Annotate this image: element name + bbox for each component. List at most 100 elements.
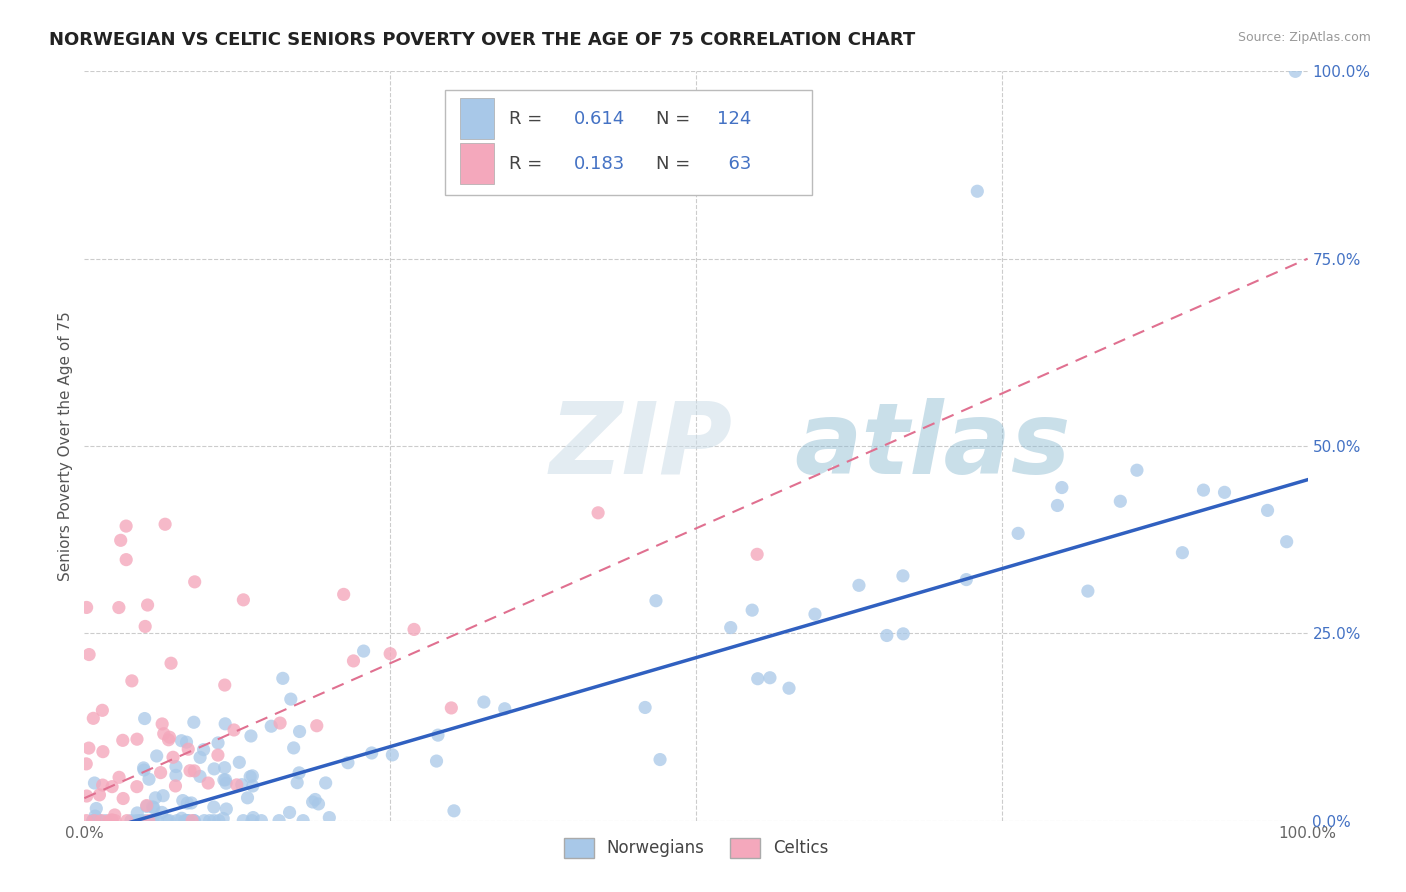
Point bbox=[1126, 463, 1149, 477]
Point bbox=[172, 794, 194, 808]
Point bbox=[77, 648, 100, 662]
Point bbox=[288, 765, 311, 780]
Y-axis label: Seniors Poverty Over the Age of 75: Seniors Poverty Over the Age of 75 bbox=[58, 311, 73, 581]
Point bbox=[212, 772, 235, 787]
Point bbox=[215, 802, 238, 816]
Text: 0.614: 0.614 bbox=[574, 110, 624, 128]
Point bbox=[381, 747, 404, 762]
Point bbox=[162, 750, 184, 764]
Point bbox=[269, 716, 291, 731]
Point bbox=[183, 764, 205, 778]
Point bbox=[134, 814, 156, 828]
Point bbox=[91, 745, 114, 759]
Text: 63: 63 bbox=[717, 154, 751, 172]
Point bbox=[150, 717, 173, 731]
Point bbox=[260, 719, 283, 733]
Point bbox=[240, 769, 263, 783]
Point bbox=[648, 753, 671, 767]
Point bbox=[150, 805, 173, 820]
Point bbox=[212, 812, 235, 826]
Point bbox=[425, 754, 447, 768]
Point bbox=[90, 814, 112, 828]
Point bbox=[231, 778, 253, 792]
Point bbox=[1192, 483, 1215, 497]
Point bbox=[165, 759, 187, 773]
Point bbox=[165, 779, 187, 793]
Point bbox=[84, 801, 107, 815]
Point bbox=[82, 711, 104, 725]
Point bbox=[1257, 503, 1279, 517]
Point bbox=[586, 506, 609, 520]
Text: ZIP: ZIP bbox=[550, 398, 733, 494]
Point bbox=[214, 716, 236, 731]
Point bbox=[891, 627, 914, 641]
Point bbox=[228, 756, 250, 770]
Point bbox=[232, 814, 254, 828]
Point bbox=[104, 808, 127, 822]
Point bbox=[285, 775, 308, 789]
Point bbox=[1171, 546, 1194, 560]
Point bbox=[176, 735, 198, 749]
Point bbox=[271, 671, 294, 685]
Point bbox=[747, 672, 769, 686]
Point bbox=[214, 678, 236, 692]
Point bbox=[876, 628, 898, 642]
Point bbox=[179, 764, 201, 778]
Point bbox=[111, 733, 134, 747]
Point bbox=[202, 762, 225, 776]
Point bbox=[645, 593, 668, 607]
Point bbox=[138, 814, 160, 828]
Point bbox=[188, 750, 211, 764]
Point bbox=[193, 814, 215, 828]
Point bbox=[239, 770, 262, 784]
Point bbox=[142, 800, 165, 814]
Point bbox=[183, 814, 205, 828]
Point bbox=[1284, 64, 1306, 78]
Point bbox=[149, 765, 172, 780]
Point bbox=[125, 780, 148, 794]
Point bbox=[91, 778, 114, 792]
Point bbox=[104, 814, 127, 828]
Point bbox=[75, 814, 97, 828]
Point bbox=[180, 796, 202, 810]
Point bbox=[634, 700, 657, 714]
Point bbox=[440, 701, 463, 715]
Point bbox=[315, 776, 337, 790]
Point bbox=[84, 809, 107, 823]
Point bbox=[267, 814, 290, 828]
Point bbox=[1077, 584, 1099, 599]
Point bbox=[720, 621, 742, 635]
Point bbox=[202, 814, 225, 828]
Point bbox=[142, 800, 165, 814]
Point bbox=[283, 740, 305, 755]
FancyBboxPatch shape bbox=[460, 143, 494, 184]
Point bbox=[232, 592, 254, 607]
Point bbox=[108, 770, 131, 784]
Point bbox=[173, 814, 195, 828]
Point bbox=[759, 671, 782, 685]
Point bbox=[89, 788, 111, 802]
Point bbox=[134, 712, 156, 726]
Point bbox=[128, 814, 150, 828]
Text: 0.183: 0.183 bbox=[574, 154, 624, 172]
Point bbox=[1109, 494, 1132, 508]
Point bbox=[494, 702, 516, 716]
Point bbox=[77, 741, 100, 756]
Point bbox=[305, 719, 328, 733]
Point bbox=[121, 673, 143, 688]
Point bbox=[336, 756, 359, 770]
Point bbox=[159, 730, 181, 744]
Point bbox=[153, 517, 176, 532]
Point bbox=[402, 623, 425, 637]
Point bbox=[177, 814, 200, 828]
Point bbox=[188, 769, 211, 783]
Point bbox=[966, 184, 988, 198]
Point bbox=[443, 804, 465, 818]
Point bbox=[472, 695, 495, 709]
Point bbox=[82, 814, 104, 828]
Point bbox=[91, 703, 114, 717]
Point bbox=[301, 795, 323, 809]
Point bbox=[101, 813, 124, 827]
Point bbox=[318, 811, 340, 825]
Point bbox=[225, 778, 247, 792]
